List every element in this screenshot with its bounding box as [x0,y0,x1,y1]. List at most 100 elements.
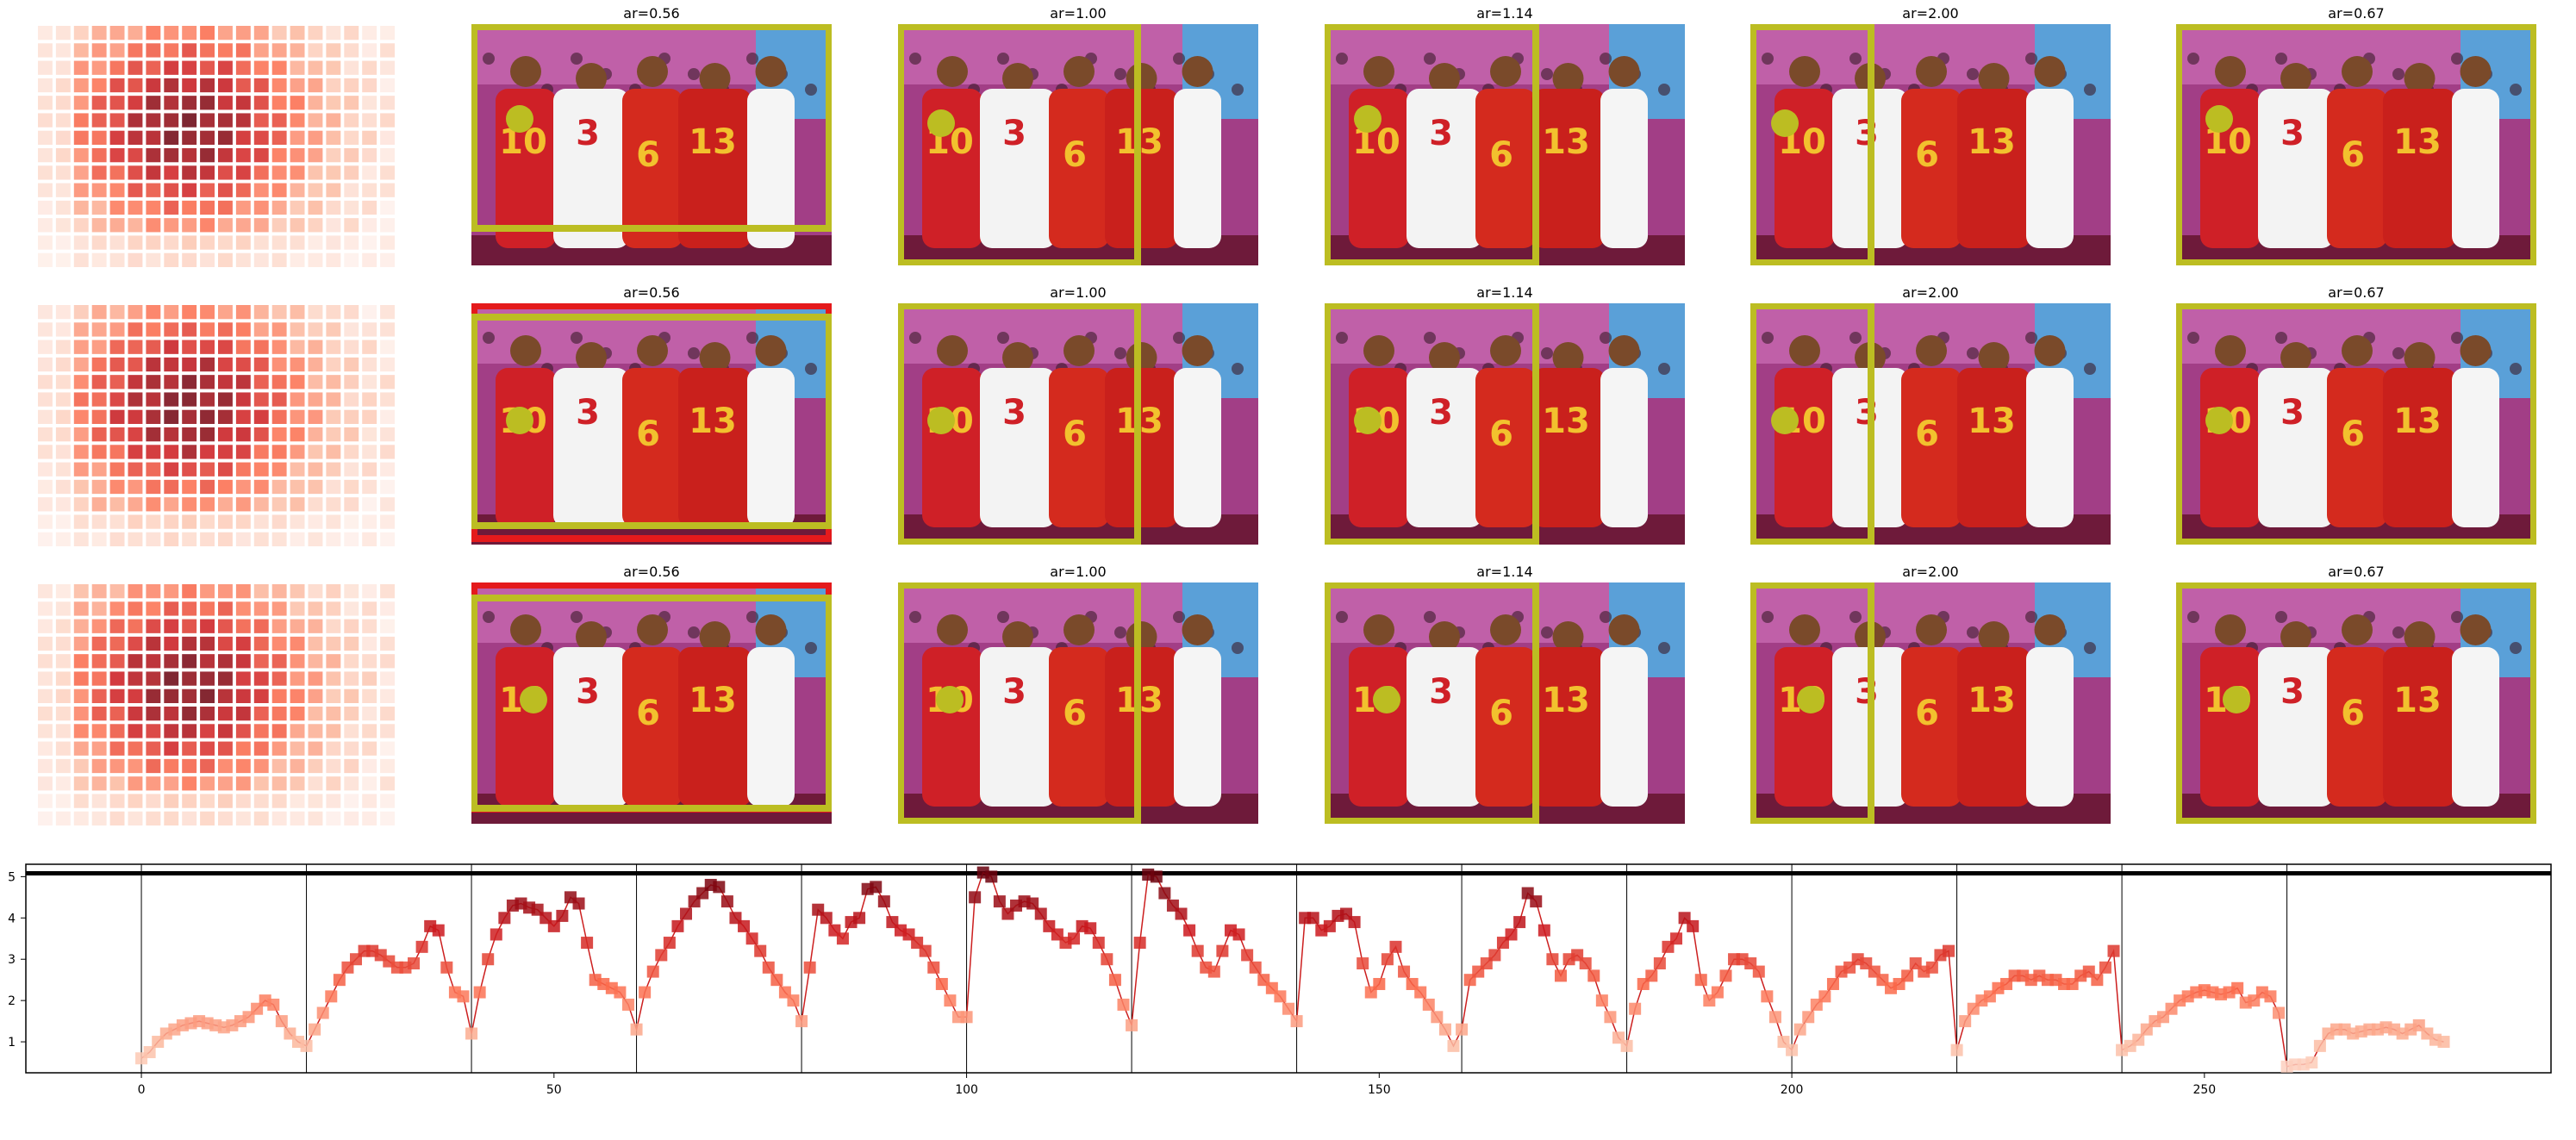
heatmap-cell [362,165,377,180]
heatmap-cell [326,218,341,233]
heatmap-cell [146,26,161,40]
panel-title: ar=0.67 [2328,564,2385,580]
heatmap-cell [271,497,287,512]
heatmap-cell [308,130,323,145]
heatmap-cell [271,619,287,633]
heatmap-cell [164,601,179,616]
heatmap-cell [55,200,71,215]
heatmap-cell [380,794,395,808]
svg-text:6: 6 [636,135,660,175]
panel-title: ar=2.00 [1902,564,1959,580]
heatmap-cell [164,688,179,703]
heatmap-cell [362,497,377,512]
heatmap-cell [55,148,71,163]
heatmap-cell [164,619,179,633]
y-tick-label: 4 [8,912,16,925]
heatmap-cell [344,43,359,58]
heatmap-cell [146,130,161,145]
heatmap-cell [290,514,305,529]
heatmap-cell [271,794,287,808]
heatmap-cell [164,375,179,389]
heatmap-cell [308,322,323,337]
heatmap-row-1 [38,26,395,267]
heatmap-cell [109,427,125,442]
heatmap-cell [146,183,161,197]
heatmap-cell [182,707,197,721]
heatmap-cell [308,357,323,372]
heatmap-cell [253,497,269,512]
heatmap-cell [271,776,287,791]
heatmap-cell [218,218,233,233]
focus-point [2205,407,2233,434]
heatmap-cell [218,636,233,651]
heatmap-cell [73,200,89,215]
heatmap-cell [164,148,179,163]
heatmap-cell [109,514,125,529]
heatmap-cell [128,497,143,512]
heatmap-cell [38,26,53,40]
heatmap-cell [308,462,323,477]
data-point [2231,981,2244,994]
data-point [1133,937,1146,950]
heatmap-cell [182,130,197,145]
heatmap-cell [73,479,89,495]
data-point [1381,953,1394,966]
data-point [621,998,634,1011]
heatmap-cell [290,60,305,75]
heatmap-cell [218,305,233,320]
heatmap-cell [55,776,71,791]
heatmap-cell [200,218,215,233]
heatmap-cell [146,96,161,110]
heatmap-cell [182,322,197,337]
heatmap-cell [308,409,323,424]
heatmap-cell [380,514,395,529]
y-tick-label: 3 [8,953,16,967]
heatmap-cell [218,445,233,459]
data-point [820,912,833,925]
heatmap-cell [55,322,71,337]
heatmap-cell [128,741,143,756]
heatmap-cell [73,409,89,424]
data-point [1818,990,1831,1003]
heatmap-cell [182,462,197,477]
heatmap-cell [73,392,89,407]
data-point [1126,1019,1138,1031]
crop-box [471,595,832,812]
heatmap-cell [235,741,251,756]
heatmap-cell [182,758,197,774]
heatmap-cell [253,130,269,145]
heatmap-cell [235,340,251,354]
heatmap-cell [73,130,89,145]
heatmap-cell [380,707,395,721]
heatmap-cell [200,165,215,180]
heatmap-cell [91,113,107,128]
heatmap-cell [109,392,125,407]
heatmap-cell [380,43,395,58]
heatmap-cell [128,654,143,669]
heatmap-cell [91,584,107,599]
heatmap-cell [164,532,179,546]
heatmap-cell [362,357,377,372]
heatmap-cell [235,654,251,669]
heatmap-cell [109,776,125,791]
heatmap-cell [253,322,269,337]
data-point [556,909,569,922]
heatmap-cell [326,445,341,459]
heatmap-cell [271,322,287,337]
heatmap-cell [380,392,395,407]
heatmap-cell [146,148,161,163]
data-point [1274,990,1287,1003]
data-point [663,937,676,950]
heatmap-cell [146,113,161,128]
heatmap-cell [253,113,269,128]
heatmap-cell [91,78,107,93]
heatmap-cell [55,758,71,774]
heatmap-cell [109,811,125,825]
heatmap-cell [271,96,287,110]
heatmap-cell [55,113,71,128]
heatmap-cell [38,392,53,407]
heatmap-cell [344,445,359,459]
heatmap-cell [290,532,305,546]
